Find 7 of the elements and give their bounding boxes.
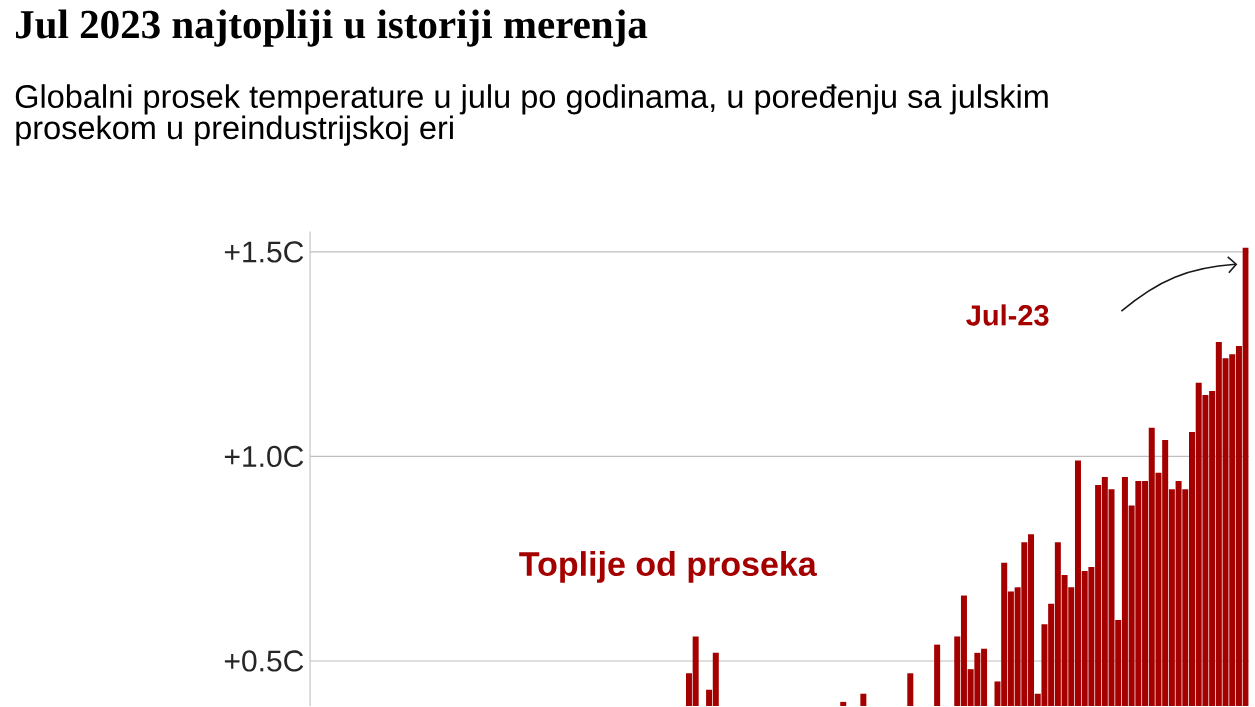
y-tick-label: +1.5C [224,241,304,263]
annotation: Toplije od proseka [519,551,817,584]
y-tick-label: +0.5C [224,650,304,672]
y-tick-label: +1.0C [224,446,304,468]
chart-title: Jul 2023 najtopliji u istoriji merenja [16,9,648,47]
annotation: Jul-23 [966,304,1049,326]
chart-subtitle: Globalni prosek temperature u julu po godinama, u poređenju sa julskim prosekom u preindustrijskoj eri [15,84,1048,146]
